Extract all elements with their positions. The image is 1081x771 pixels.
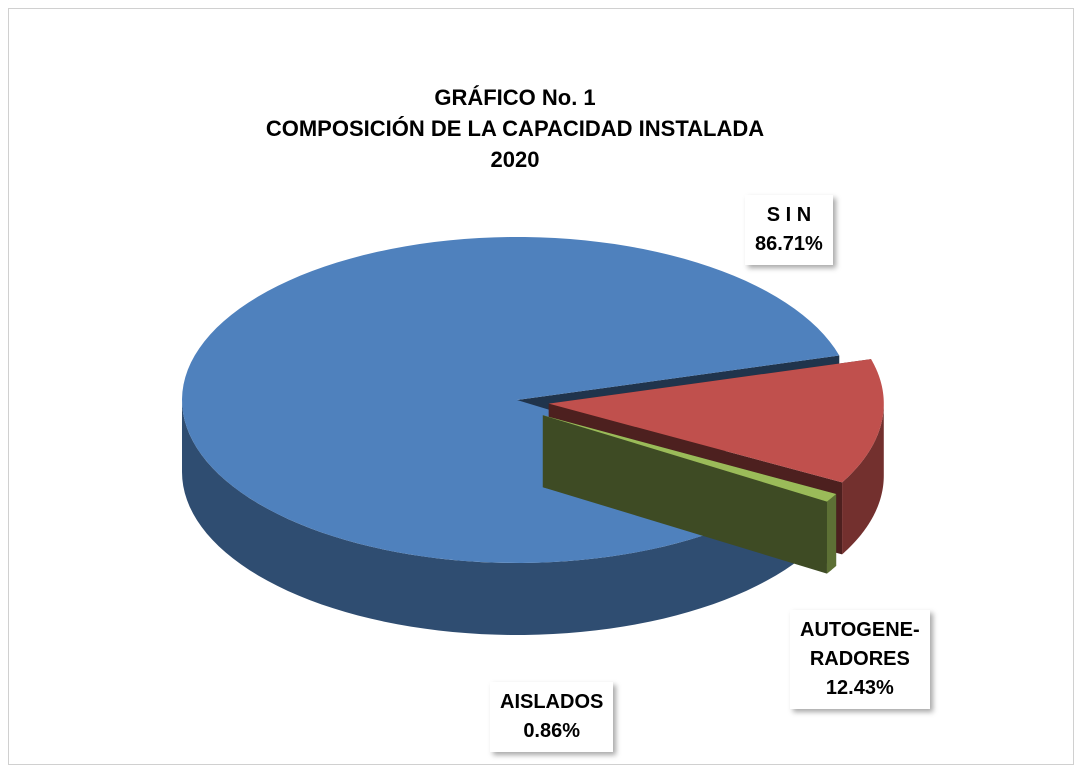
value-label: 12.43% xyxy=(825,677,894,699)
slice-label: AUTOGENE- RADORES 12.43% xyxy=(790,610,930,709)
slice-side xyxy=(182,400,802,635)
slice-side xyxy=(826,493,837,574)
value-label: 0.86% xyxy=(523,720,581,742)
slice-side xyxy=(842,403,884,555)
slice xyxy=(548,359,884,483)
chart-title: GRÁFICO No. 1 COMPOSICIÓN DE LA CAPACIDA… xyxy=(265,85,765,172)
category-label: AISLADOS xyxy=(500,691,604,713)
value-label: 86.71% xyxy=(755,233,823,255)
slice-label: AISLADOS 0.86% xyxy=(490,682,614,752)
category-label: AUTOGENE- RADORES xyxy=(800,619,920,670)
slice-label: S I N 86.71% xyxy=(745,195,833,265)
slice xyxy=(542,415,837,502)
slice-radial-face xyxy=(542,415,827,574)
chart-frame xyxy=(8,8,1074,765)
category-label: S I N xyxy=(766,204,812,226)
